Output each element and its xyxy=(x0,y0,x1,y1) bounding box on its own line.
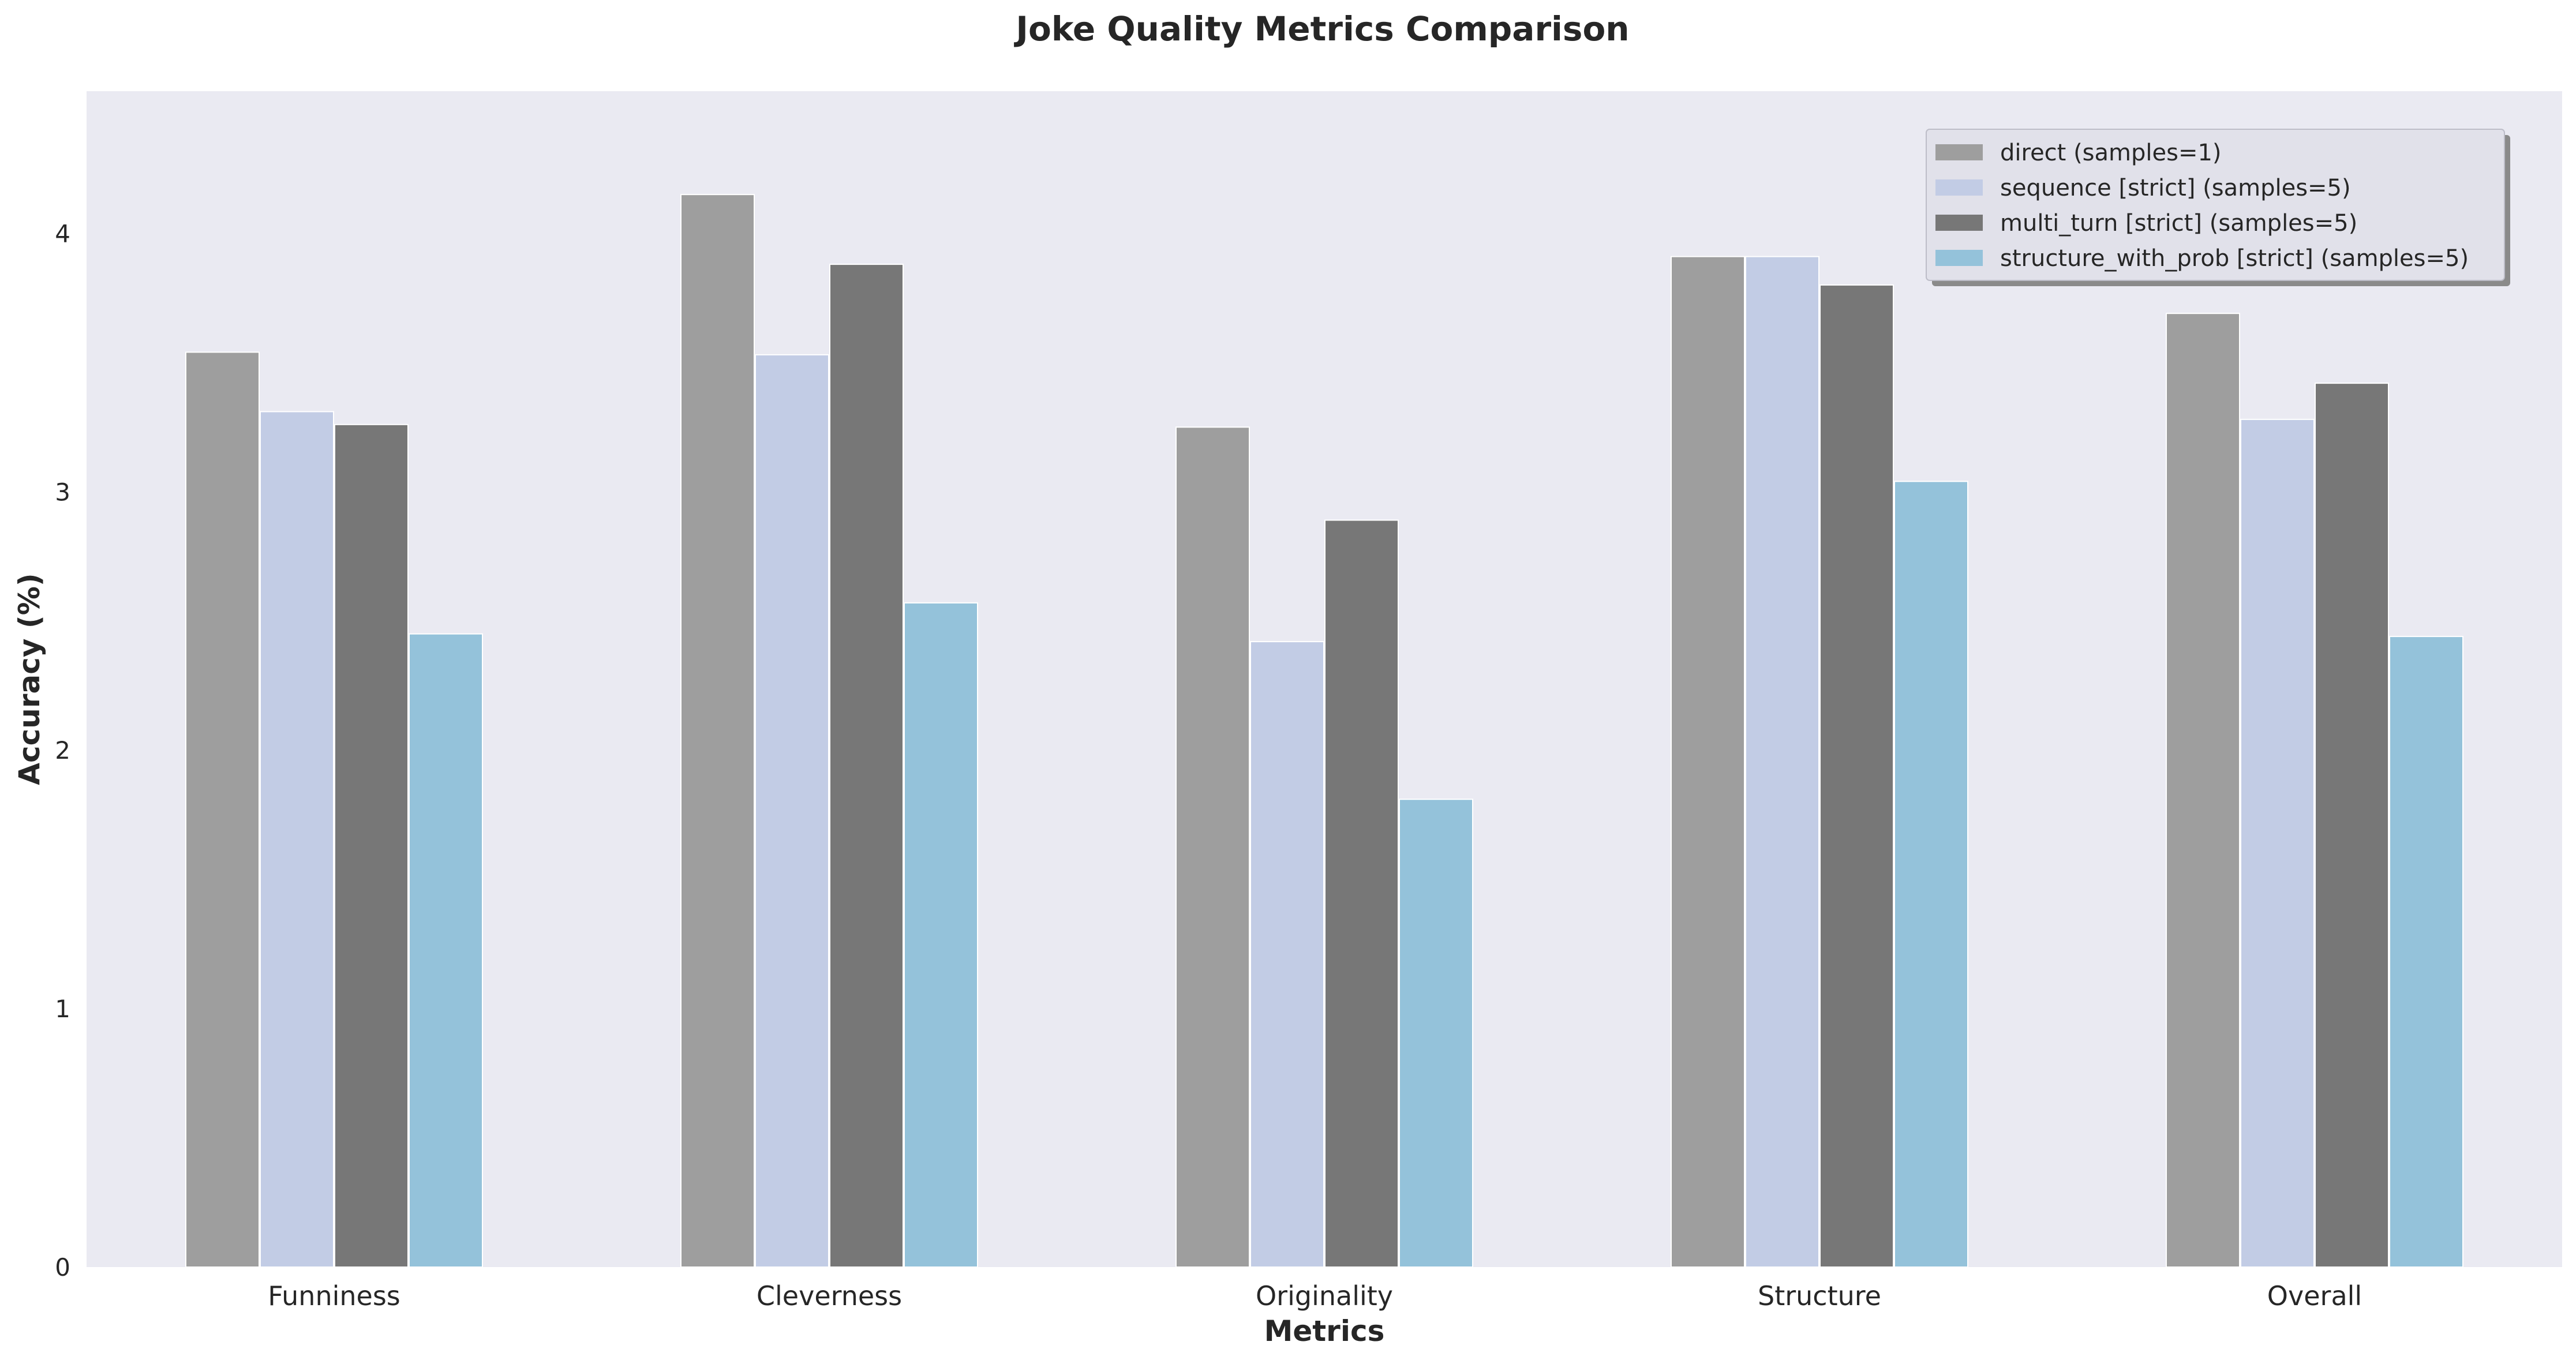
y-axis-ticks: 0 1 2 3 4 xyxy=(55,219,70,1281)
bar-originality-series-2 xyxy=(1250,641,1324,1268)
legend-swatch xyxy=(1935,215,1983,231)
x-tick-label: Originality xyxy=(1256,1280,1393,1311)
bar-funniness-series-3 xyxy=(334,424,409,1268)
bar-structure-series-4 xyxy=(1894,481,1968,1268)
y-tick-label: 0 xyxy=(55,1253,70,1281)
y-tick-label: 3 xyxy=(55,478,70,506)
y-axis-label: Accuracy (%) xyxy=(13,573,46,785)
x-tick-label: Funniness xyxy=(268,1280,400,1311)
bars-group xyxy=(185,194,2463,1268)
bar-cleverness-series-1 xyxy=(680,194,755,1268)
legend: direct (samples=1) sequence [strict] (sam… xyxy=(1926,129,2510,286)
x-tick-label: Structure xyxy=(1758,1280,1881,1311)
bar-cleverness-series-4 xyxy=(904,602,978,1268)
bar-cleverness-series-3 xyxy=(829,264,904,1268)
bar-overall-series-3 xyxy=(2315,383,2389,1268)
chart-title: Joke Quality Metrics Comparison xyxy=(1013,9,1629,48)
legend-entry: direct (samples=1) xyxy=(2000,140,2222,166)
bar-structure-series-1 xyxy=(1671,256,1745,1268)
legend-entry: sequence [strict] (samples=5) xyxy=(2000,175,2351,201)
bar-funniness-series-4 xyxy=(409,633,483,1268)
x-tick-label: Cleverness xyxy=(757,1280,902,1311)
bar-cleverness-series-2 xyxy=(755,354,829,1268)
bar-originality-series-3 xyxy=(1324,519,1399,1268)
bar-overall-series-2 xyxy=(2240,418,2315,1268)
bar-originality-series-4 xyxy=(1399,799,1473,1268)
y-tick-label: 2 xyxy=(55,736,70,765)
bar-overall-series-4 xyxy=(2389,636,2463,1268)
legend-swatch xyxy=(1935,250,1983,266)
bar-funniness-series-2 xyxy=(260,411,334,1268)
legend-box xyxy=(1926,129,2505,281)
y-tick-label: 4 xyxy=(55,219,70,248)
x-tick-label: Overall xyxy=(2267,1280,2362,1311)
bar-originality-series-1 xyxy=(1175,426,1250,1268)
bar-structure-series-3 xyxy=(1819,284,1894,1268)
y-tick-label: 1 xyxy=(55,995,70,1023)
bar-overall-series-1 xyxy=(2166,313,2240,1268)
legend-entry: structure_with_prob [strict] (samples=5) xyxy=(2000,245,2469,272)
x-axis-label: Metrics xyxy=(1264,1314,1385,1348)
bar-structure-series-2 xyxy=(1745,256,1819,1268)
legend-swatch xyxy=(1935,179,1983,196)
bar-funniness-series-1 xyxy=(185,351,260,1268)
legend-swatch xyxy=(1935,144,1983,160)
x-axis-ticks: Funniness Cleverness Originality Structure O… xyxy=(268,1280,2362,1311)
legend-entry: multi_turn [strict] (samples=5) xyxy=(2000,210,2357,237)
